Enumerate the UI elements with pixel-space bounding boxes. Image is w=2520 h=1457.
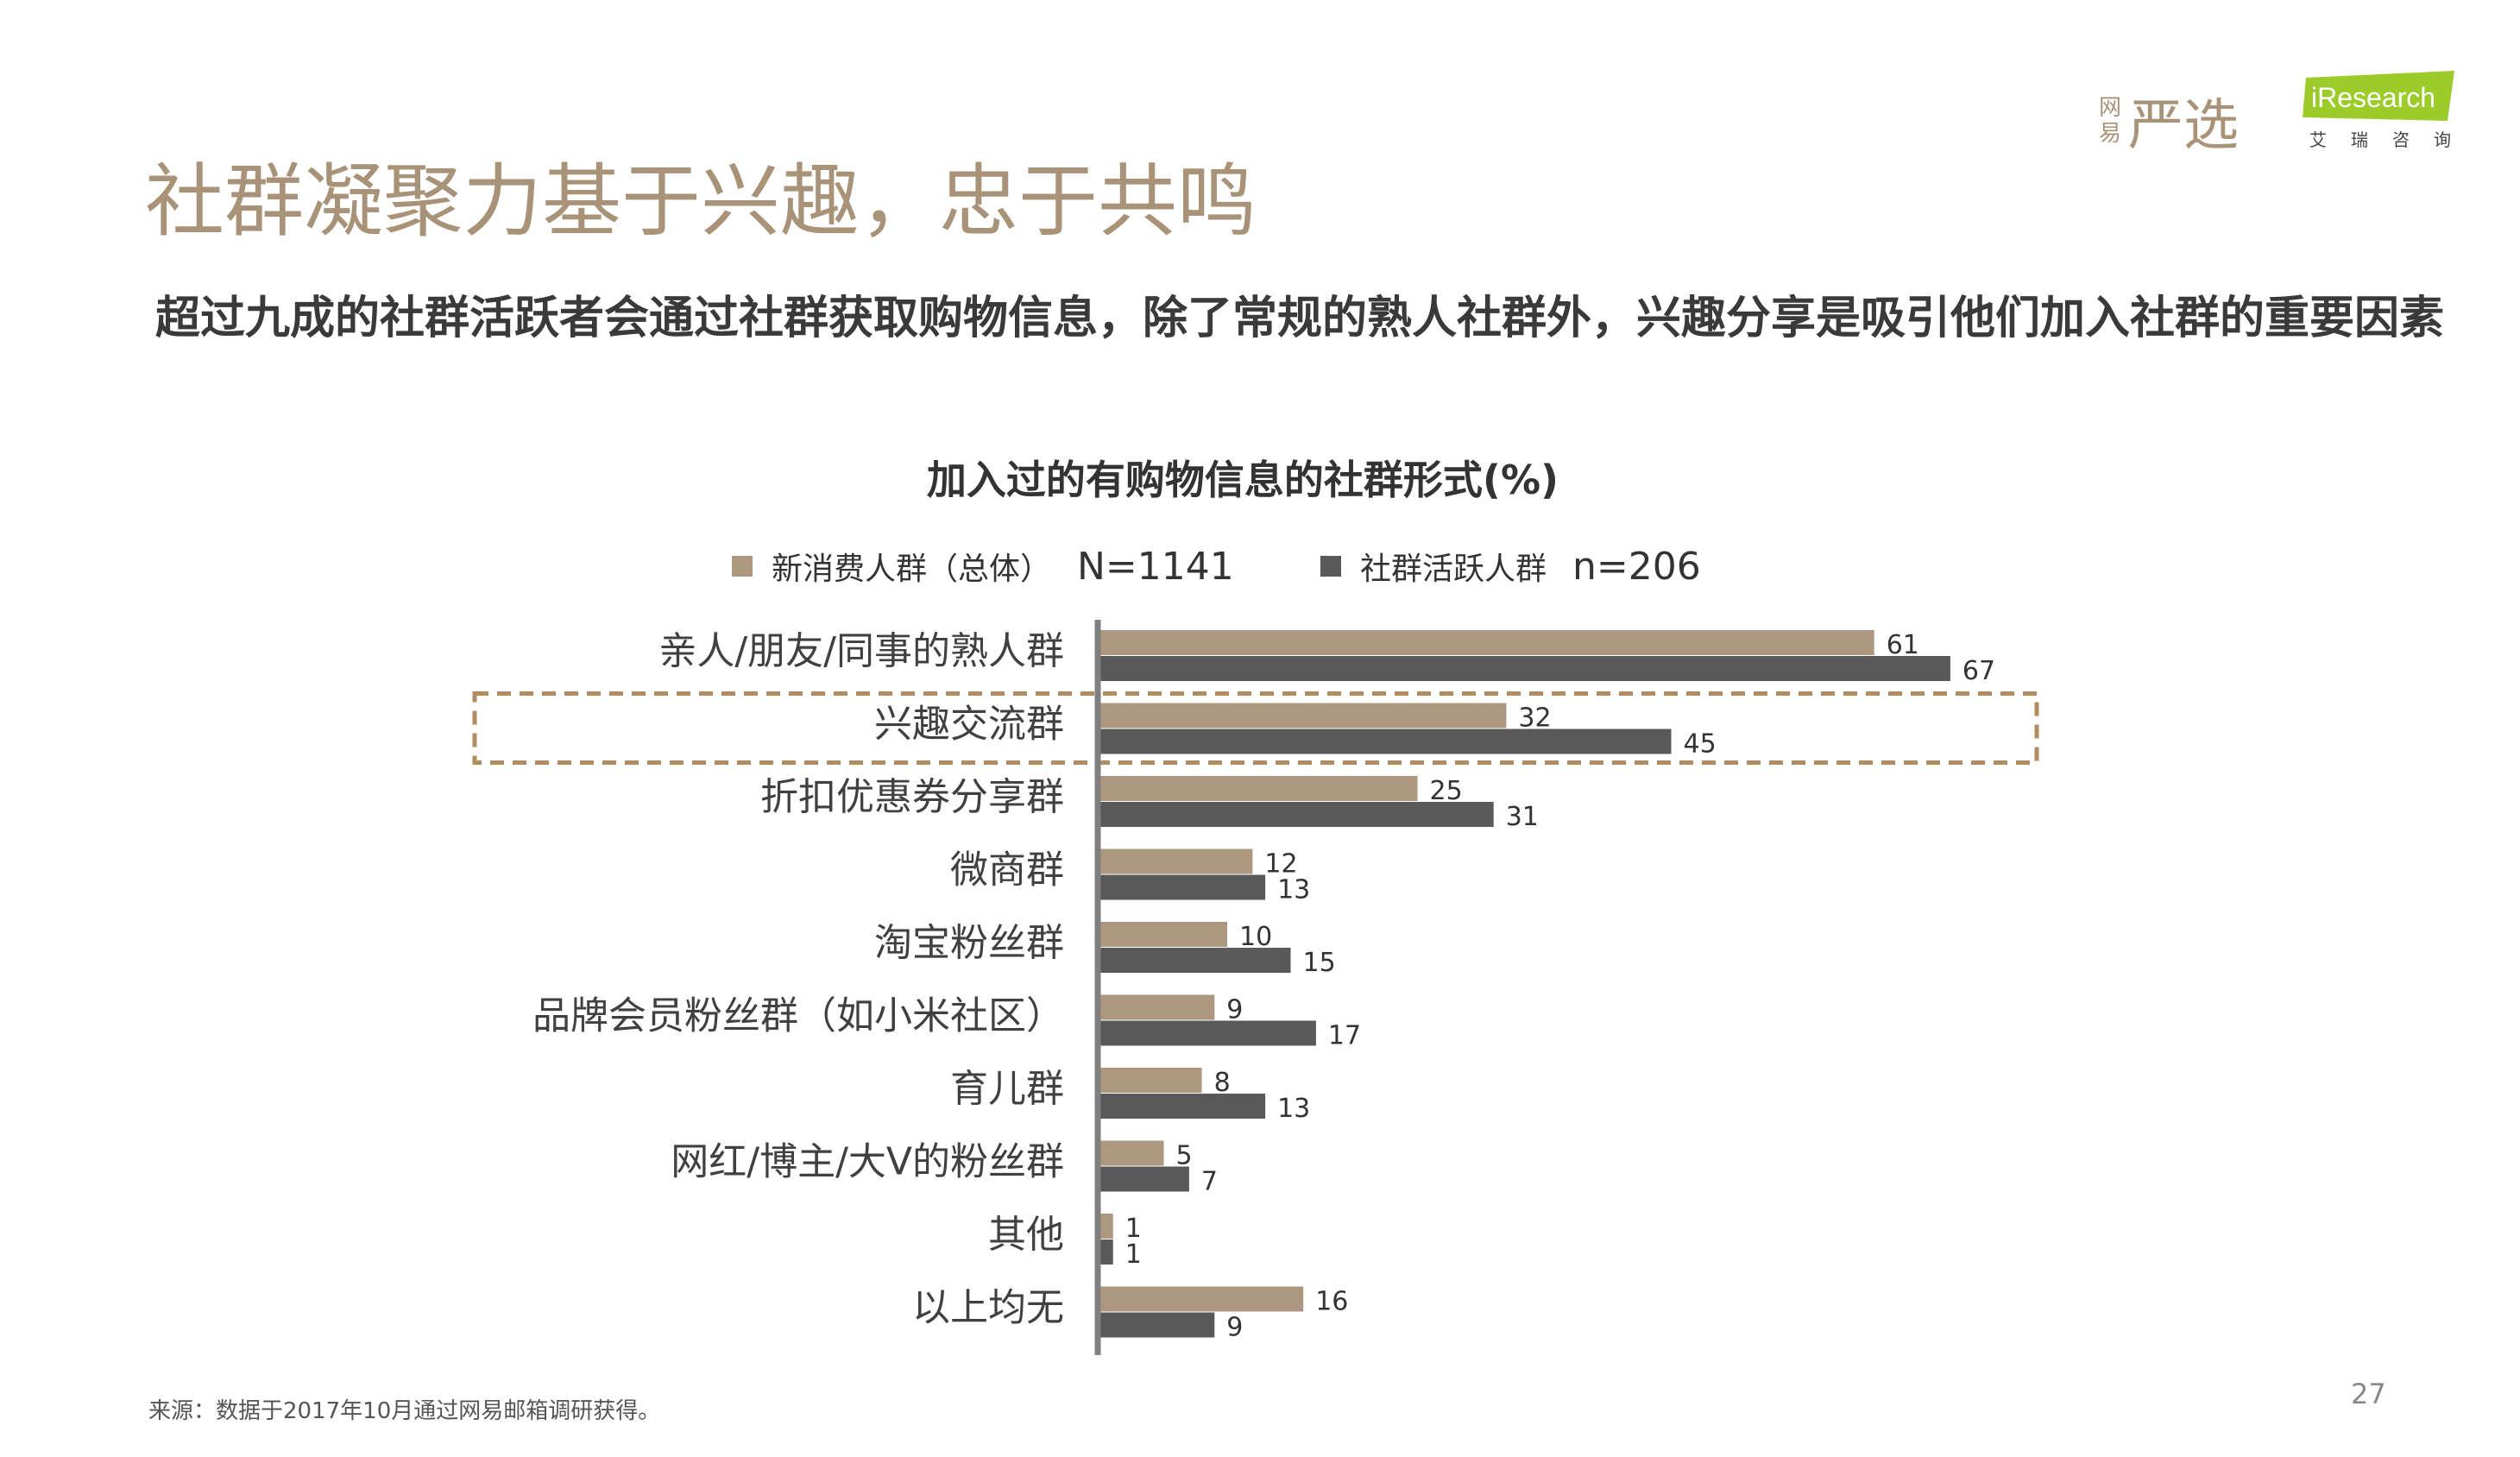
data-label: 10 xyxy=(1239,922,1272,952)
logo-char: 易 xyxy=(2098,121,2121,147)
bar-series2 xyxy=(1100,656,1950,681)
data-label: 9 xyxy=(1226,995,1243,1025)
slide-subtitle: 超过九成的社群活跃者会通过社群获取购物信息，除了常规的熟人社群外，兴趣分享是吸引… xyxy=(155,293,2445,344)
logo-shape xyxy=(2303,71,2454,121)
yanxuan-logo: 网易严选 xyxy=(2097,81,2239,161)
bar-series1 xyxy=(1100,1068,1202,1093)
legend-swatch xyxy=(1320,556,1341,577)
data-label: 16 xyxy=(1315,1287,1348,1317)
legend-sample-size: N=1141 xyxy=(1077,544,1234,589)
bar-series1 xyxy=(1100,703,1507,728)
bar-series1 xyxy=(1100,1140,1164,1166)
bar-series2 xyxy=(1100,1239,1113,1265)
data-label: 9 xyxy=(1226,1313,1243,1343)
data-label: 7 xyxy=(1201,1167,1218,1197)
legend-swatch xyxy=(732,556,753,577)
category-label: 微商群 xyxy=(950,848,1064,892)
bar-series1 xyxy=(1100,922,1227,947)
chart-title: 加入过的有购物信息的社群形式(%) xyxy=(926,457,1559,503)
bar-series1 xyxy=(1100,1286,1304,1312)
bar-series2 xyxy=(1100,1094,1266,1119)
data-label: 31 xyxy=(1506,802,1539,832)
page-number: 27 xyxy=(2351,1378,2386,1410)
data-label: 8 xyxy=(1214,1068,1231,1098)
category-label: 以上均无 xyxy=(912,1286,1064,1330)
slide-title: 社群凝聚力基于兴趣，忠于共鸣 xyxy=(145,155,1257,248)
bar-series2 xyxy=(1100,948,1291,973)
category-label: 淘宝粉丝群 xyxy=(874,921,1064,965)
category-label: 折扣优惠券分享群 xyxy=(760,775,1064,819)
legend-item-series1: 新消费人群（总体） N=1141 xyxy=(732,540,1234,592)
bar-series1 xyxy=(1100,848,1253,874)
bar-series2 xyxy=(1100,1020,1316,1046)
bar-series1 xyxy=(1100,630,1874,655)
bar-series1 xyxy=(1100,776,1418,801)
logo-text: iResearch xyxy=(2311,82,2435,113)
logo-char: 网 xyxy=(2098,95,2121,121)
data-label: 45 xyxy=(1684,729,1717,760)
data-label: 67 xyxy=(1962,656,1995,686)
bar-series2 xyxy=(1100,1312,1215,1338)
legend-sample-size: n=206 xyxy=(1572,544,1701,589)
category-label: 网红/博主/大V的粉丝群 xyxy=(671,1140,1064,1184)
legend-item-series2: 社群活跃人群 n=206 xyxy=(1320,540,1701,592)
data-label: 13 xyxy=(1277,875,1310,905)
bar-series2 xyxy=(1100,1166,1189,1192)
data-label: 13 xyxy=(1277,1094,1310,1124)
data-label: 17 xyxy=(1328,1021,1361,1051)
legend-label: 社群活跃人群 xyxy=(1360,552,1547,587)
iresearch-logo: iResearch xyxy=(2303,71,2454,121)
data-label: 12 xyxy=(1264,849,1297,880)
category-label: 育儿群 xyxy=(950,1067,1064,1111)
iresearch-subtitle: 艾瑞咨询 xyxy=(2309,129,2475,150)
bar-series1 xyxy=(1100,1214,1113,1239)
highlight-box xyxy=(472,691,2039,765)
logo-main: 严选 xyxy=(2128,94,2239,158)
data-label: 61 xyxy=(1887,630,1919,660)
category-label: 其他 xyxy=(988,1213,1064,1257)
data-label: 1 xyxy=(1125,1239,1142,1270)
data-label: 32 xyxy=(1518,703,1551,734)
bar-series2 xyxy=(1100,874,1266,900)
data-label: 1 xyxy=(1125,1214,1142,1244)
bar-series2 xyxy=(1100,802,1494,827)
data-label: 25 xyxy=(1430,776,1463,806)
bar-series1 xyxy=(1100,994,1215,1020)
data-label: 5 xyxy=(1176,1141,1193,1171)
category-label: 兴趣交流群 xyxy=(874,703,1064,747)
source-note: 来源：数据于2017年10月通过网易邮箱调研获得。 xyxy=(148,1398,661,1424)
legend-label: 新消费人群（总体） xyxy=(772,552,1052,587)
data-label: 15 xyxy=(1303,948,1336,978)
category-label: 品牌会员粉丝群（如小米社区） xyxy=(532,994,1064,1038)
category-label: 亲人/朋友/同事的熟人群 xyxy=(658,629,1064,673)
bar-series2 xyxy=(1100,728,1672,754)
